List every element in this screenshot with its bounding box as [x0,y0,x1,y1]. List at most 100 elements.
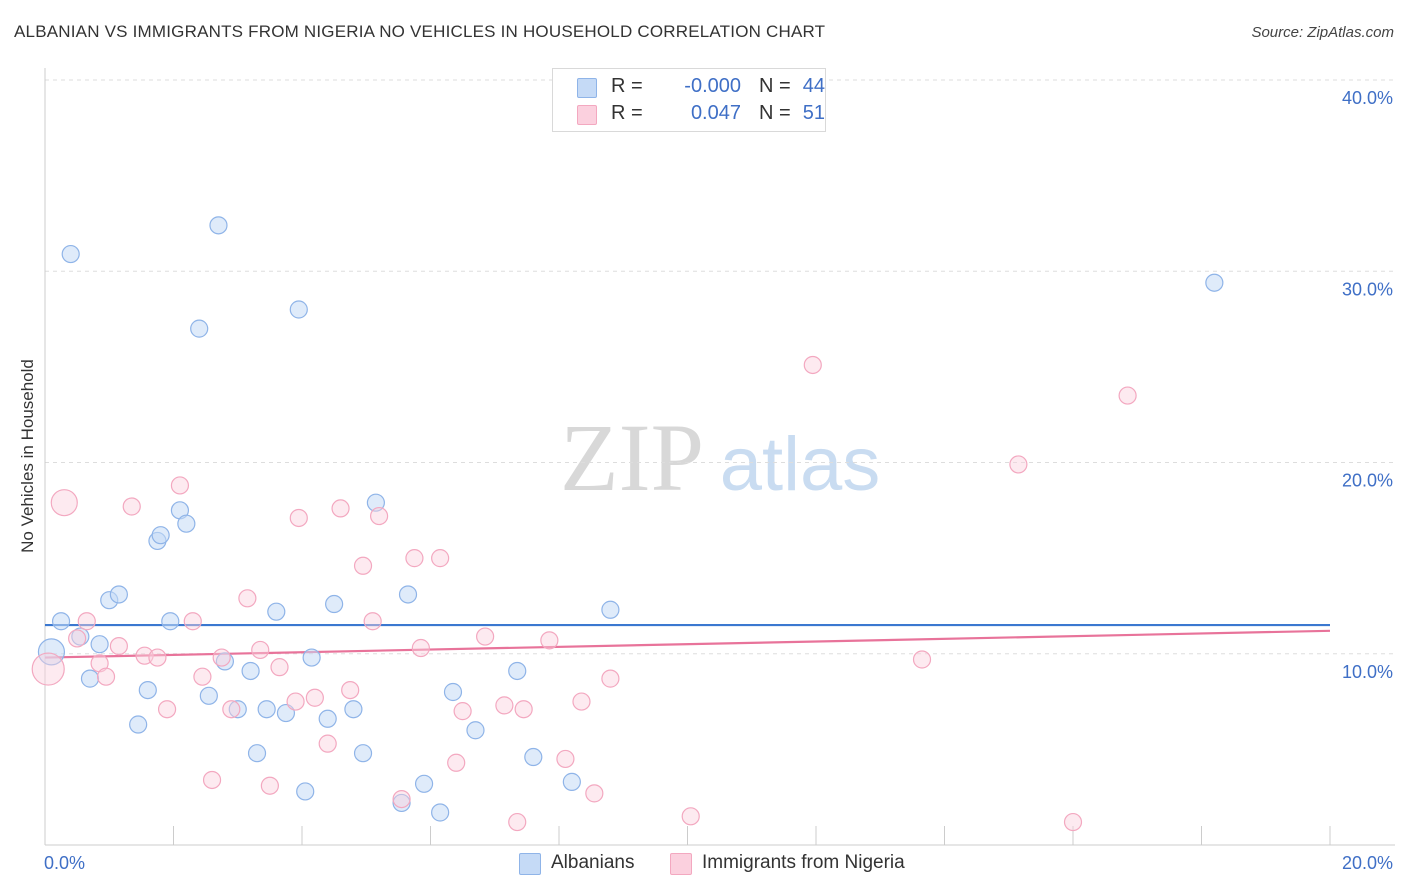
albanian-point [466,721,485,740]
nigeria-point [411,638,430,658]
albanian-point [71,627,90,646]
albanian-point [241,661,260,681]
nigeria-point [305,688,324,707]
albanian-point [199,686,218,705]
albanian-point [601,600,620,619]
watermark-atlas: atlas [720,422,881,507]
albanian-point [524,747,543,767]
y-tick-label: 30.0% [1342,279,1393,299]
legend-label-albanians: Albanians [551,852,635,873]
albanian-point [366,493,385,512]
watermark-zip: ZIP [560,404,704,511]
albanian-point [289,300,308,319]
r-value: 0.047 [690,102,741,124]
nigeria-point [447,753,466,772]
nigeria-point [270,658,289,677]
albanian-point [177,514,196,533]
albanians-swatch [519,853,541,875]
nigeria-point [912,650,932,669]
nigeria-point [157,700,177,719]
nigeria-swatch [577,105,597,125]
albanian-point [508,661,527,681]
albanian-point [129,715,148,734]
albanian-point [190,319,209,338]
albanian-point [151,526,170,545]
y-tick-label: 40.0% [1342,88,1393,108]
nigeria-point [193,667,212,686]
nigeria-swatch [670,853,692,875]
n-value: 51 [802,102,825,124]
albanian-point [228,700,247,719]
nigeria-point [238,589,257,608]
nigeria-point [96,667,116,686]
albanian-point [209,216,228,235]
albanian-point [443,682,463,702]
nigeria-point [109,636,128,656]
nigeria-point [222,700,241,719]
chart-title: ALBANIAN VS IMMIGRANTS FROM NIGERIA NO V… [14,22,826,41]
r-value: -0.000 [684,75,741,97]
nigeria-point [183,612,202,631]
nigeria-point [1063,812,1083,832]
nigeria-point [260,776,279,795]
nigeria-point [601,669,620,688]
nigeria-point [431,549,450,568]
albanian-point [344,700,363,719]
albanian-point [325,594,344,614]
nigeria-point [1118,386,1137,405]
nigeria-point [495,696,514,715]
albanian-point [138,680,157,700]
nigeria-point [514,700,533,719]
chart-source: Source: ZipAtlas.com [1251,24,1394,41]
nigeria-point [508,812,527,832]
nigeria-point [363,612,382,631]
nigeria-point [681,807,700,826]
nigeria-point [68,629,87,648]
nigeria-point [353,556,373,575]
correlation-legend: R = -0.000 N = 44 R = 0.047 N = 51 [552,68,826,132]
albanian-point [247,744,267,763]
nigeria-point [289,508,308,528]
nigeria-point [556,749,575,769]
n-label: N = [759,102,791,124]
albanian-point [398,585,418,604]
nigeria-point [148,648,167,667]
y-tick-label: 20.0% [1342,471,1393,491]
x-tick-label: 20.0% [1342,853,1393,873]
albanian-point [80,669,100,688]
albanian-point [161,612,180,631]
r-label: R = [611,102,643,124]
nigeria-point [405,549,424,568]
albanians-swatch [577,78,597,98]
nigeria-point [1009,455,1028,474]
albanian-point [353,744,373,763]
nigeria-point [318,734,337,753]
nigeria-point [453,702,472,721]
albanian-point [414,774,434,793]
nigeria-point [212,648,231,667]
albanian-point [61,244,80,264]
albanian-point [90,635,109,654]
n-label: N = [759,75,791,97]
nigeria-point [392,789,411,809]
albanian-point [267,602,286,621]
albanian-point [302,648,321,667]
n-value: 44 [802,75,825,97]
nigeria-point [170,476,190,495]
r-label: R = [611,75,643,97]
nigeria-point [77,612,96,631]
nigeria-point [50,489,78,517]
albanian-point [318,709,337,728]
albanian-point [1205,273,1224,292]
nigeria-point [341,680,360,700]
nigeria-point [286,692,305,711]
nigeria-point [476,627,495,646]
nigeria-point [540,631,559,650]
nigeria-point [585,784,604,803]
y-tick-label: 10.0% [1342,662,1393,682]
albanian-point [431,803,450,822]
nigeria-trendline [44,629,1331,659]
nigeria-point [251,640,270,660]
series-legend: Albanians Immigrants from Nigeria [0,852,1406,878]
